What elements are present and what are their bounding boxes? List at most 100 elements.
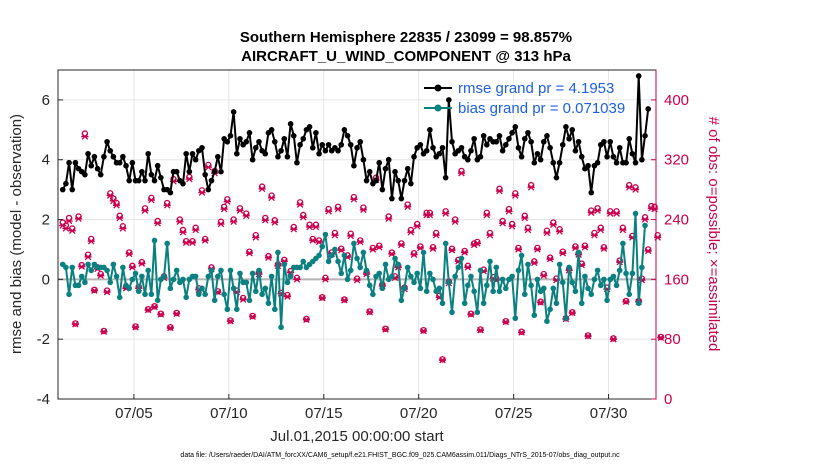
obs-possible-marker — [572, 243, 579, 250]
obs-assimilated-marker — [359, 206, 367, 214]
bias-point — [455, 264, 462, 271]
bias-point — [370, 291, 376, 298]
rmse-point — [484, 141, 490, 148]
obs-assimilated-marker — [597, 226, 605, 234]
rmse-point — [594, 159, 601, 166]
rmse-point — [525, 130, 531, 136]
bias-point — [167, 285, 174, 292]
bias-point — [221, 291, 227, 298]
bias-point — [623, 270, 629, 277]
rmse-point — [512, 124, 519, 130]
obs-possible-marker — [125, 249, 133, 256]
bias-point — [436, 285, 443, 292]
rmse-point — [135, 177, 142, 184]
rmse-point — [502, 141, 509, 148]
obs-assimilated-marker — [90, 287, 98, 294]
bias-point — [341, 252, 348, 259]
obs-assimilated-marker — [245, 249, 254, 257]
obs-assimilated-marker — [600, 245, 608, 252]
obs-assimilated-marker — [302, 316, 311, 324]
obs-assimilated-marker — [533, 246, 542, 253]
rmse-point — [275, 153, 281, 160]
bias-point — [271, 306, 278, 313]
obs-assimilated-marker — [81, 133, 89, 140]
bias-point — [199, 285, 205, 292]
obs-assimilated-marker — [524, 226, 532, 234]
rmse-point — [550, 159, 557, 166]
rmse-point — [642, 133, 648, 139]
legend-bias-label: bias grand pr = 0.071039 — [458, 100, 625, 117]
rmse-point — [480, 133, 487, 139]
y-left-tick-label: -4 — [37, 391, 50, 408]
legend: rmse grand pr = 4.1953 bias grand pr = 0… — [424, 80, 625, 117]
bias-point — [328, 252, 335, 259]
rmse-point — [626, 135, 633, 142]
bias-point — [379, 285, 386, 292]
rmse-point — [607, 138, 614, 145]
rmse-point — [518, 153, 525, 160]
bias-point — [480, 300, 487, 307]
bias-point — [512, 315, 519, 322]
rmse-point — [306, 124, 313, 130]
bias-point — [332, 246, 338, 253]
obs-markers — [59, 130, 665, 364]
rmse-point — [354, 144, 360, 151]
rmse-point — [616, 144, 623, 151]
obs-assimilated-marker — [188, 239, 197, 246]
obs-possible-marker — [429, 243, 437, 251]
bias-point — [113, 273, 120, 280]
rmse-point — [186, 168, 193, 175]
obs-assimilated-marker — [581, 243, 589, 251]
rmse-point — [180, 180, 186, 187]
y-left-tick-label: 2 — [42, 212, 50, 229]
obs-assimilated-marker — [154, 220, 162, 227]
rmse-point — [192, 156, 199, 163]
obs-possible-marker — [182, 237, 190, 245]
obs-assimilated-marker — [495, 187, 504, 195]
bias-point — [468, 273, 474, 280]
obs-assimilated-marker — [502, 318, 510, 326]
obs-assimilated-marker — [163, 202, 171, 209]
bias-point — [408, 273, 414, 280]
rmse-point — [139, 168, 145, 175]
bias-point — [354, 255, 360, 262]
rmse-point — [458, 144, 465, 151]
obs-assimilated-marker — [112, 202, 121, 209]
rmse-point — [208, 177, 215, 184]
obs-possible-marker — [144, 306, 152, 313]
rmse-point — [563, 124, 569, 130]
obs-possible-marker — [448, 245, 456, 252]
rmse-point — [148, 171, 155, 178]
obs-possible-marker — [461, 247, 468, 255]
bias-point — [629, 270, 636, 277]
obs-assimilated-marker — [84, 253, 92, 261]
obs-possible-marker — [388, 249, 396, 256]
obs-assimilated-marker — [584, 332, 592, 340]
rmse-point — [392, 168, 398, 175]
bias-point — [597, 282, 604, 289]
bias-point — [398, 297, 405, 304]
obs-assimilated-marker — [128, 264, 136, 271]
obs-assimilated-marker — [432, 231, 440, 239]
obs-possible-marker — [546, 254, 554, 261]
bias-point — [502, 285, 509, 292]
bias-point — [243, 279, 250, 286]
obs-assimilated-marker — [312, 223, 320, 231]
rmse-point — [632, 159, 639, 166]
rmse-point — [357, 138, 364, 145]
bias-point — [569, 279, 576, 286]
rmse-point — [227, 133, 234, 139]
obs-assimilated-marker — [546, 255, 554, 263]
rmse-point — [496, 133, 503, 139]
rmse-point — [205, 186, 212, 193]
rmse-point — [509, 130, 515, 136]
bias-point — [616, 267, 623, 274]
bias-point — [575, 249, 582, 256]
rmse-point — [218, 168, 224, 175]
legend-rmse-marker — [434, 84, 442, 92]
obs-possible-marker — [173, 309, 180, 317]
rmse-point — [341, 127, 348, 133]
bias-point — [234, 306, 240, 313]
bias-point — [509, 273, 515, 280]
obs-assimilated-marker — [271, 219, 279, 226]
